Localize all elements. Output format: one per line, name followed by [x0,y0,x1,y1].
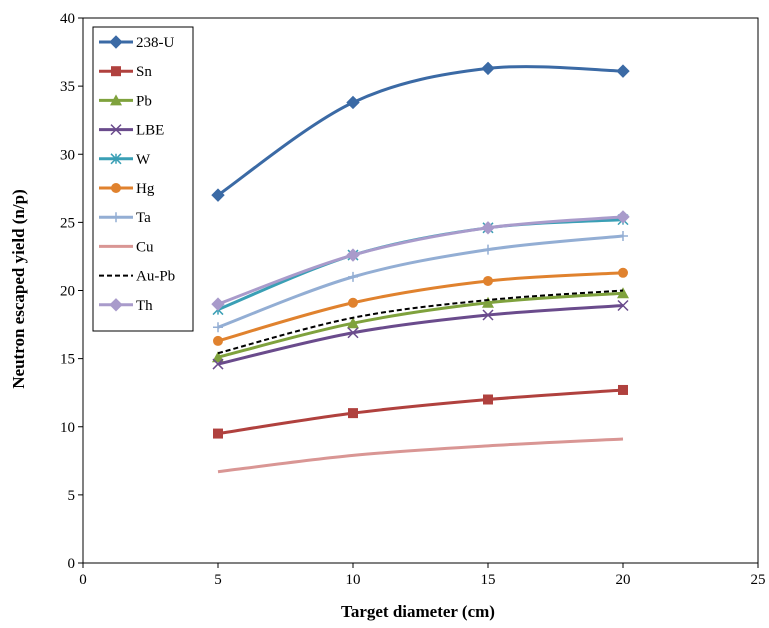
series-line [217,234,624,329]
legend-swatch-marker [111,66,121,77]
series-238-u [211,61,630,202]
legend-item: Ta [99,210,151,226]
series-cu [217,437,624,474]
data-point [481,61,495,76]
series-line [217,291,624,359]
legend-item: Sn [99,64,152,80]
data-point [483,244,493,255]
legend-label: Au-Pb [136,269,175,285]
series-lbe [212,299,629,370]
legend-label: Cu [136,239,154,255]
legend-label: Ta [136,210,151,226]
series-line [217,215,624,306]
legend-swatch-marker [109,298,123,312]
series-line [217,303,624,366]
legend: 238-U Sn Pb LBE W Hg Ta Cu Au-Pb Th [92,26,194,332]
data-point [617,287,629,299]
series-line [217,271,624,343]
y-tick-label: 30 [60,147,75,163]
x-tick-label: 10 [346,572,361,588]
legend-label: Hg [136,181,155,197]
data-point [347,317,359,329]
legend-item: 238-U [99,35,174,51]
legend-label: W [136,152,151,168]
data-point [213,322,223,333]
data-point [617,299,629,312]
data-point [213,335,223,346]
legend-swatch-marker [109,35,123,49]
legend-item: Th [99,298,153,314]
data-point [348,271,358,282]
data-point [618,384,628,395]
legend-swatch-marker [110,124,122,136]
series-hg [213,267,628,346]
data-point [481,221,495,235]
data-point [618,267,628,278]
data-point [616,64,630,78]
data-point [482,309,494,321]
data-point [213,428,223,439]
x-axis-title: Target diameter (cm) [341,602,495,621]
data-point [616,210,630,224]
legend-item: Cu [99,239,154,255]
y-axis-title: Neutron escaped yield (n/p) [9,189,28,388]
data-point [212,358,224,370]
y-tick-label: 40 [60,11,75,27]
series-group [211,61,630,474]
data-point [483,275,493,286]
y-tick-label: 5 [68,488,76,504]
legend-item: Pb [99,93,152,109]
legend-swatch-marker [111,212,121,223]
series-line [217,388,624,436]
x-tick-label: 25 [751,572,766,588]
series-line [217,437,624,474]
legend-swatch-marker [111,183,121,193]
legend-item: LBE [99,123,164,139]
data-point [211,297,225,311]
legend-label: LBE [136,123,164,139]
x-tick-label: 0 [79,572,87,588]
x-tick-label: 5 [214,572,222,588]
series-ta [213,231,628,333]
y-tick-label: 10 [60,420,75,436]
legend-swatch-marker [110,94,122,106]
y-tick-label: 35 [60,79,75,95]
legend-label: Th [136,298,153,314]
y-tick-label: 15 [60,352,75,368]
legend-box [92,26,194,332]
data-point [348,408,358,419]
series-sn [213,384,628,439]
legend-swatch-marker [110,153,122,165]
legend-label: Sn [136,64,152,80]
data-point [346,248,360,262]
data-point [348,297,358,308]
x-tick-label: 20 [616,572,631,588]
legend-item: Hg [99,181,155,197]
legend-label: Pb [136,93,152,109]
series-pb [212,287,629,363]
legend-item: Au-Pb [99,269,175,285]
series-th [211,210,630,311]
data-point [482,296,494,308]
y-tick-label: 25 [60,215,75,231]
data-point [346,95,360,110]
x-tick-label: 15 [481,572,496,588]
data-point [347,327,359,339]
legend-label: 238-U [136,35,174,51]
legend-item: W [99,152,151,168]
y-tick-label: 20 [60,284,75,300]
data-point [618,231,628,241]
data-point [211,188,225,202]
y-tick-label: 0 [68,556,76,572]
data-point [483,394,493,405]
data-point [212,351,224,363]
series-line [217,65,624,197]
